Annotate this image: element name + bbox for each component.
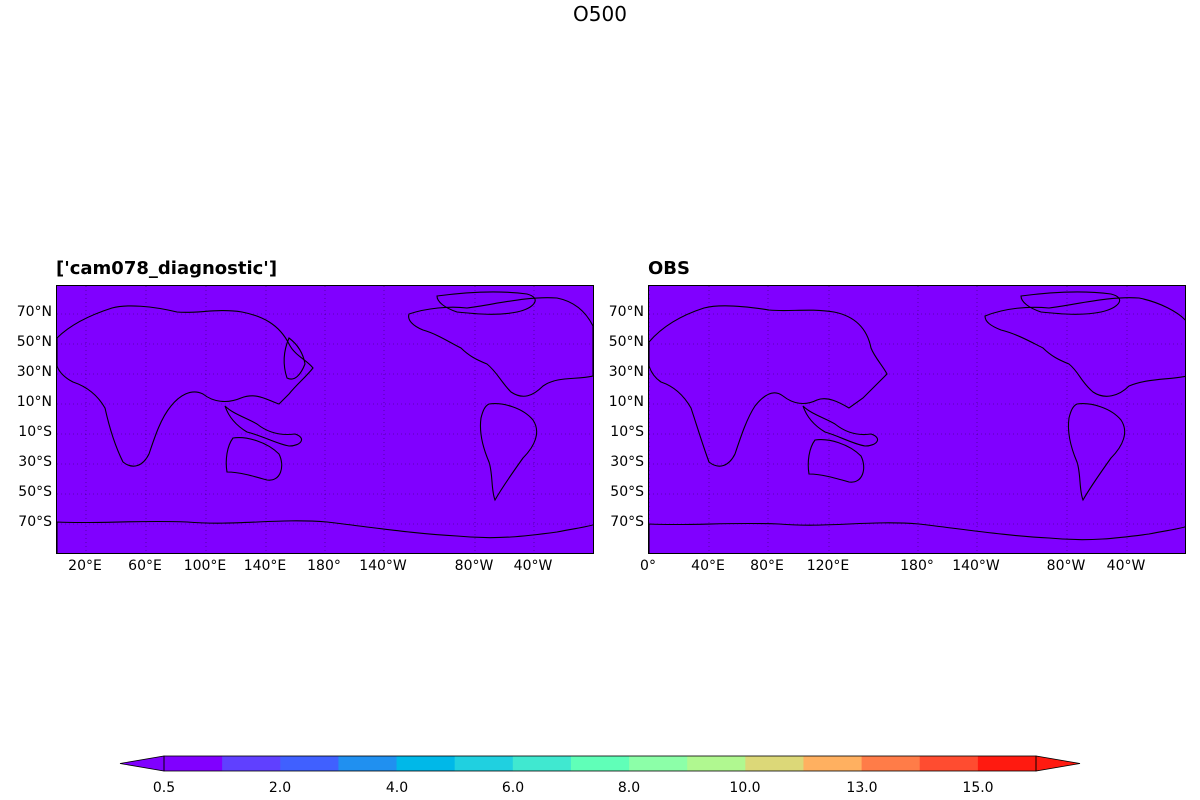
lon-label: 140°W [952, 558, 1000, 574]
colorbar-segment [803, 756, 863, 771]
lon-label: 20°E [68, 558, 102, 574]
coastline [224, 405, 303, 447]
coastline [408, 297, 593, 397]
colorbar-tick-label: 13.0 [846, 780, 878, 796]
lat-label: 10°N [16, 394, 52, 410]
lat-label: 10°S [18, 424, 52, 440]
coastline [649, 522, 1185, 553]
colorbar-tick-label: 2.0 [268, 780, 292, 796]
lon-label: 100°E [183, 558, 227, 574]
lat-label: 30°S [18, 454, 52, 470]
lat-label: 70°N [608, 304, 644, 320]
lat-label: 70°N [16, 304, 52, 320]
lon-label: 60°E [128, 558, 162, 574]
coastline [225, 437, 283, 481]
colorbar-tick-label: 4.0 [385, 780, 409, 796]
lat-label: 30°N [608, 364, 644, 380]
coastline [984, 297, 1185, 397]
lat-label: 30°S [610, 454, 644, 470]
colorbar-segment [454, 756, 514, 771]
lon-label: 0° [640, 558, 656, 574]
lon-label: 180° [900, 558, 934, 574]
figure-title: O500 [573, 2, 627, 26]
map-panel-model [56, 285, 594, 554]
colorbar-segment [164, 756, 223, 771]
lat-label: 30°N [16, 364, 52, 380]
colorbar-outline [163, 755, 1037, 772]
lon-label: 80°E [750, 558, 784, 574]
panel-title-model: ['cam078_diagnostic'] [56, 258, 278, 279]
panel-title-obs: OBS [648, 258, 690, 279]
lat-label: 10°N [608, 394, 644, 410]
colorbar-segment [280, 756, 339, 771]
map-panel-obs [648, 285, 1186, 554]
lat-label: 70°S [610, 514, 644, 530]
lon-label: 80°W [454, 558, 494, 574]
lon-label: 140°W [359, 558, 407, 574]
colorbar-tick-label: 10.0 [729, 780, 761, 796]
lon-label: 180° [307, 558, 341, 574]
coastline [649, 305, 888, 467]
lon-label: 40°W [513, 558, 553, 574]
coastline [436, 291, 536, 315]
map-overlay-model [57, 286, 593, 553]
map-fill-obs [649, 286, 1185, 553]
coastline [807, 439, 865, 483]
colorbar-segment [338, 756, 398, 771]
lon-label: 120°E [806, 558, 850, 574]
colorbar-tick-label: 8.0 [617, 780, 641, 796]
colorbar-segment [977, 756, 1037, 771]
colorbar-segment [222, 756, 281, 771]
coastline [1067, 403, 1126, 502]
lat-label: 50°N [608, 334, 644, 350]
coastline [802, 405, 879, 447]
coastline [479, 403, 538, 502]
colorbar-tick-label: 6.0 [501, 780, 525, 796]
colorbar-segment [512, 756, 572, 771]
colorbar-segment [919, 756, 979, 771]
colorbar-extend-low [119, 755, 165, 772]
lat-label: 50°S [18, 484, 52, 500]
colorbar-segment [629, 756, 688, 771]
colorbar-segment [570, 756, 630, 771]
map-overlay-obs [649, 286, 1185, 553]
lat-label: 50°N [16, 334, 52, 350]
colorbar-segment [396, 756, 456, 771]
colorbar-segment [687, 756, 746, 771]
lon-label: 80°W [1046, 558, 1086, 574]
lat-label: 50°S [610, 484, 644, 500]
coastline [1020, 291, 1121, 315]
colorbar-extend-high [1035, 755, 1081, 772]
lat-label: 10°S [610, 424, 644, 440]
colorbar-segment [861, 756, 921, 771]
lon-label: 140°E [243, 558, 287, 574]
coastline [57, 520, 593, 553]
colorbar-tick-label: 0.5 [152, 780, 176, 796]
lat-label: 70°S [18, 514, 52, 530]
lon-label: 40°E [691, 558, 725, 574]
colorbar-segment [745, 756, 804, 771]
colorbar-tick-label: 15.0 [962, 780, 994, 796]
lon-label: 40°W [1106, 558, 1146, 574]
coastline [57, 305, 314, 467]
coastline [283, 337, 306, 380]
